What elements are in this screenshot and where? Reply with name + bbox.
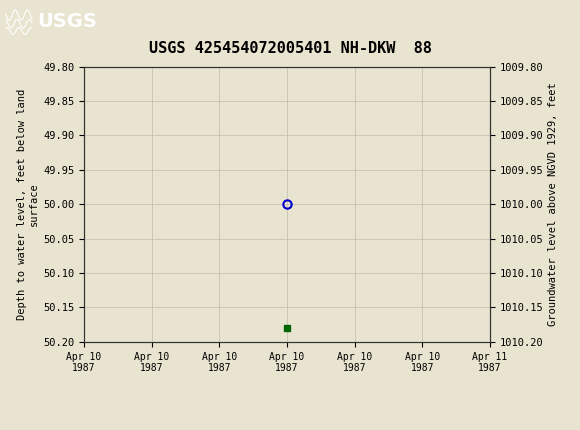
Y-axis label: Groundwater level above NGVD 1929, feet: Groundwater level above NGVD 1929, feet xyxy=(548,83,558,326)
Text: USGS: USGS xyxy=(38,12,97,31)
Y-axis label: Depth to water level, feet below land
surface: Depth to water level, feet below land su… xyxy=(17,89,39,320)
Legend: Period of approved data: Period of approved data xyxy=(190,427,385,430)
Text: USGS 425454072005401 NH-DKW  88: USGS 425454072005401 NH-DKW 88 xyxy=(148,41,432,56)
